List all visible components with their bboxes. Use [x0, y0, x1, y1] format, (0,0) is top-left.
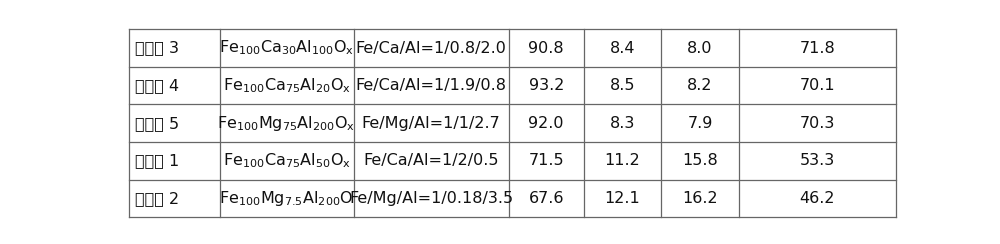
Text: Fe/Mg/Al=1/1/2.7: Fe/Mg/Al=1/1/2.7	[362, 116, 501, 131]
Text: $\mathregular{Fe_{100}Ca_{75}Al_{20}O_{x}}$: $\mathregular{Fe_{100}Ca_{75}Al_{20}O_{x…	[223, 76, 351, 95]
Text: 12.1: 12.1	[605, 191, 640, 206]
Text: 8.5: 8.5	[610, 78, 635, 93]
Text: 93.2: 93.2	[529, 78, 564, 93]
Text: 8.0: 8.0	[687, 41, 713, 56]
Text: $\mathregular{Fe_{100}Mg_{7.5}Al_{200}O}$: $\mathregular{Fe_{100}Mg_{7.5}Al_{200}O}…	[219, 189, 354, 208]
Text: 实施例 4: 实施例 4	[135, 78, 179, 93]
Text: 16.2: 16.2	[682, 191, 718, 206]
Text: 比较例 1: 比较例 1	[135, 153, 179, 168]
Text: 实施例 3: 实施例 3	[135, 41, 179, 56]
Text: 比较例 2: 比较例 2	[135, 191, 179, 206]
Text: 71.5: 71.5	[528, 153, 564, 168]
Text: Fe/Ca/Al=1/0.8/2.0: Fe/Ca/Al=1/0.8/2.0	[356, 41, 507, 56]
Text: 15.8: 15.8	[682, 153, 718, 168]
Text: Fe/Ca/Al=1/1.9/0.8: Fe/Ca/Al=1/1.9/0.8	[356, 78, 507, 93]
Text: 90.8: 90.8	[528, 41, 564, 56]
Text: 92.0: 92.0	[528, 116, 564, 131]
Text: $\mathregular{Fe_{100}Ca_{30}Al_{100}O_{x}}$: $\mathregular{Fe_{100}Ca_{30}Al_{100}O_{…	[219, 39, 354, 57]
Text: 70.1: 70.1	[800, 78, 835, 93]
Text: 8.4: 8.4	[610, 41, 635, 56]
Text: Fe/Mg/Al=1/0.18/3.5: Fe/Mg/Al=1/0.18/3.5	[349, 191, 513, 206]
Text: 8.3: 8.3	[610, 116, 635, 131]
Text: $\mathregular{Fe_{100}Ca_{75}Al_{50}O_{x}}$: $\mathregular{Fe_{100}Ca_{75}Al_{50}O_{x…	[223, 152, 351, 170]
Text: 实施例 5: 实施例 5	[135, 116, 179, 131]
Text: Fe/Ca/Al=1/2/0.5: Fe/Ca/Al=1/2/0.5	[363, 153, 499, 168]
Text: 67.6: 67.6	[528, 191, 564, 206]
Text: 70.3: 70.3	[800, 116, 835, 131]
Text: $\mathregular{Fe_{100}Mg_{75}Al_{200}O_{x}}$: $\mathregular{Fe_{100}Mg_{75}Al_{200}O_{…	[217, 114, 356, 133]
Text: 8.2: 8.2	[687, 78, 713, 93]
Text: 71.8: 71.8	[800, 41, 835, 56]
Text: 46.2: 46.2	[800, 191, 835, 206]
Text: 53.3: 53.3	[800, 153, 835, 168]
Text: 11.2: 11.2	[605, 153, 640, 168]
Text: 7.9: 7.9	[687, 116, 713, 131]
